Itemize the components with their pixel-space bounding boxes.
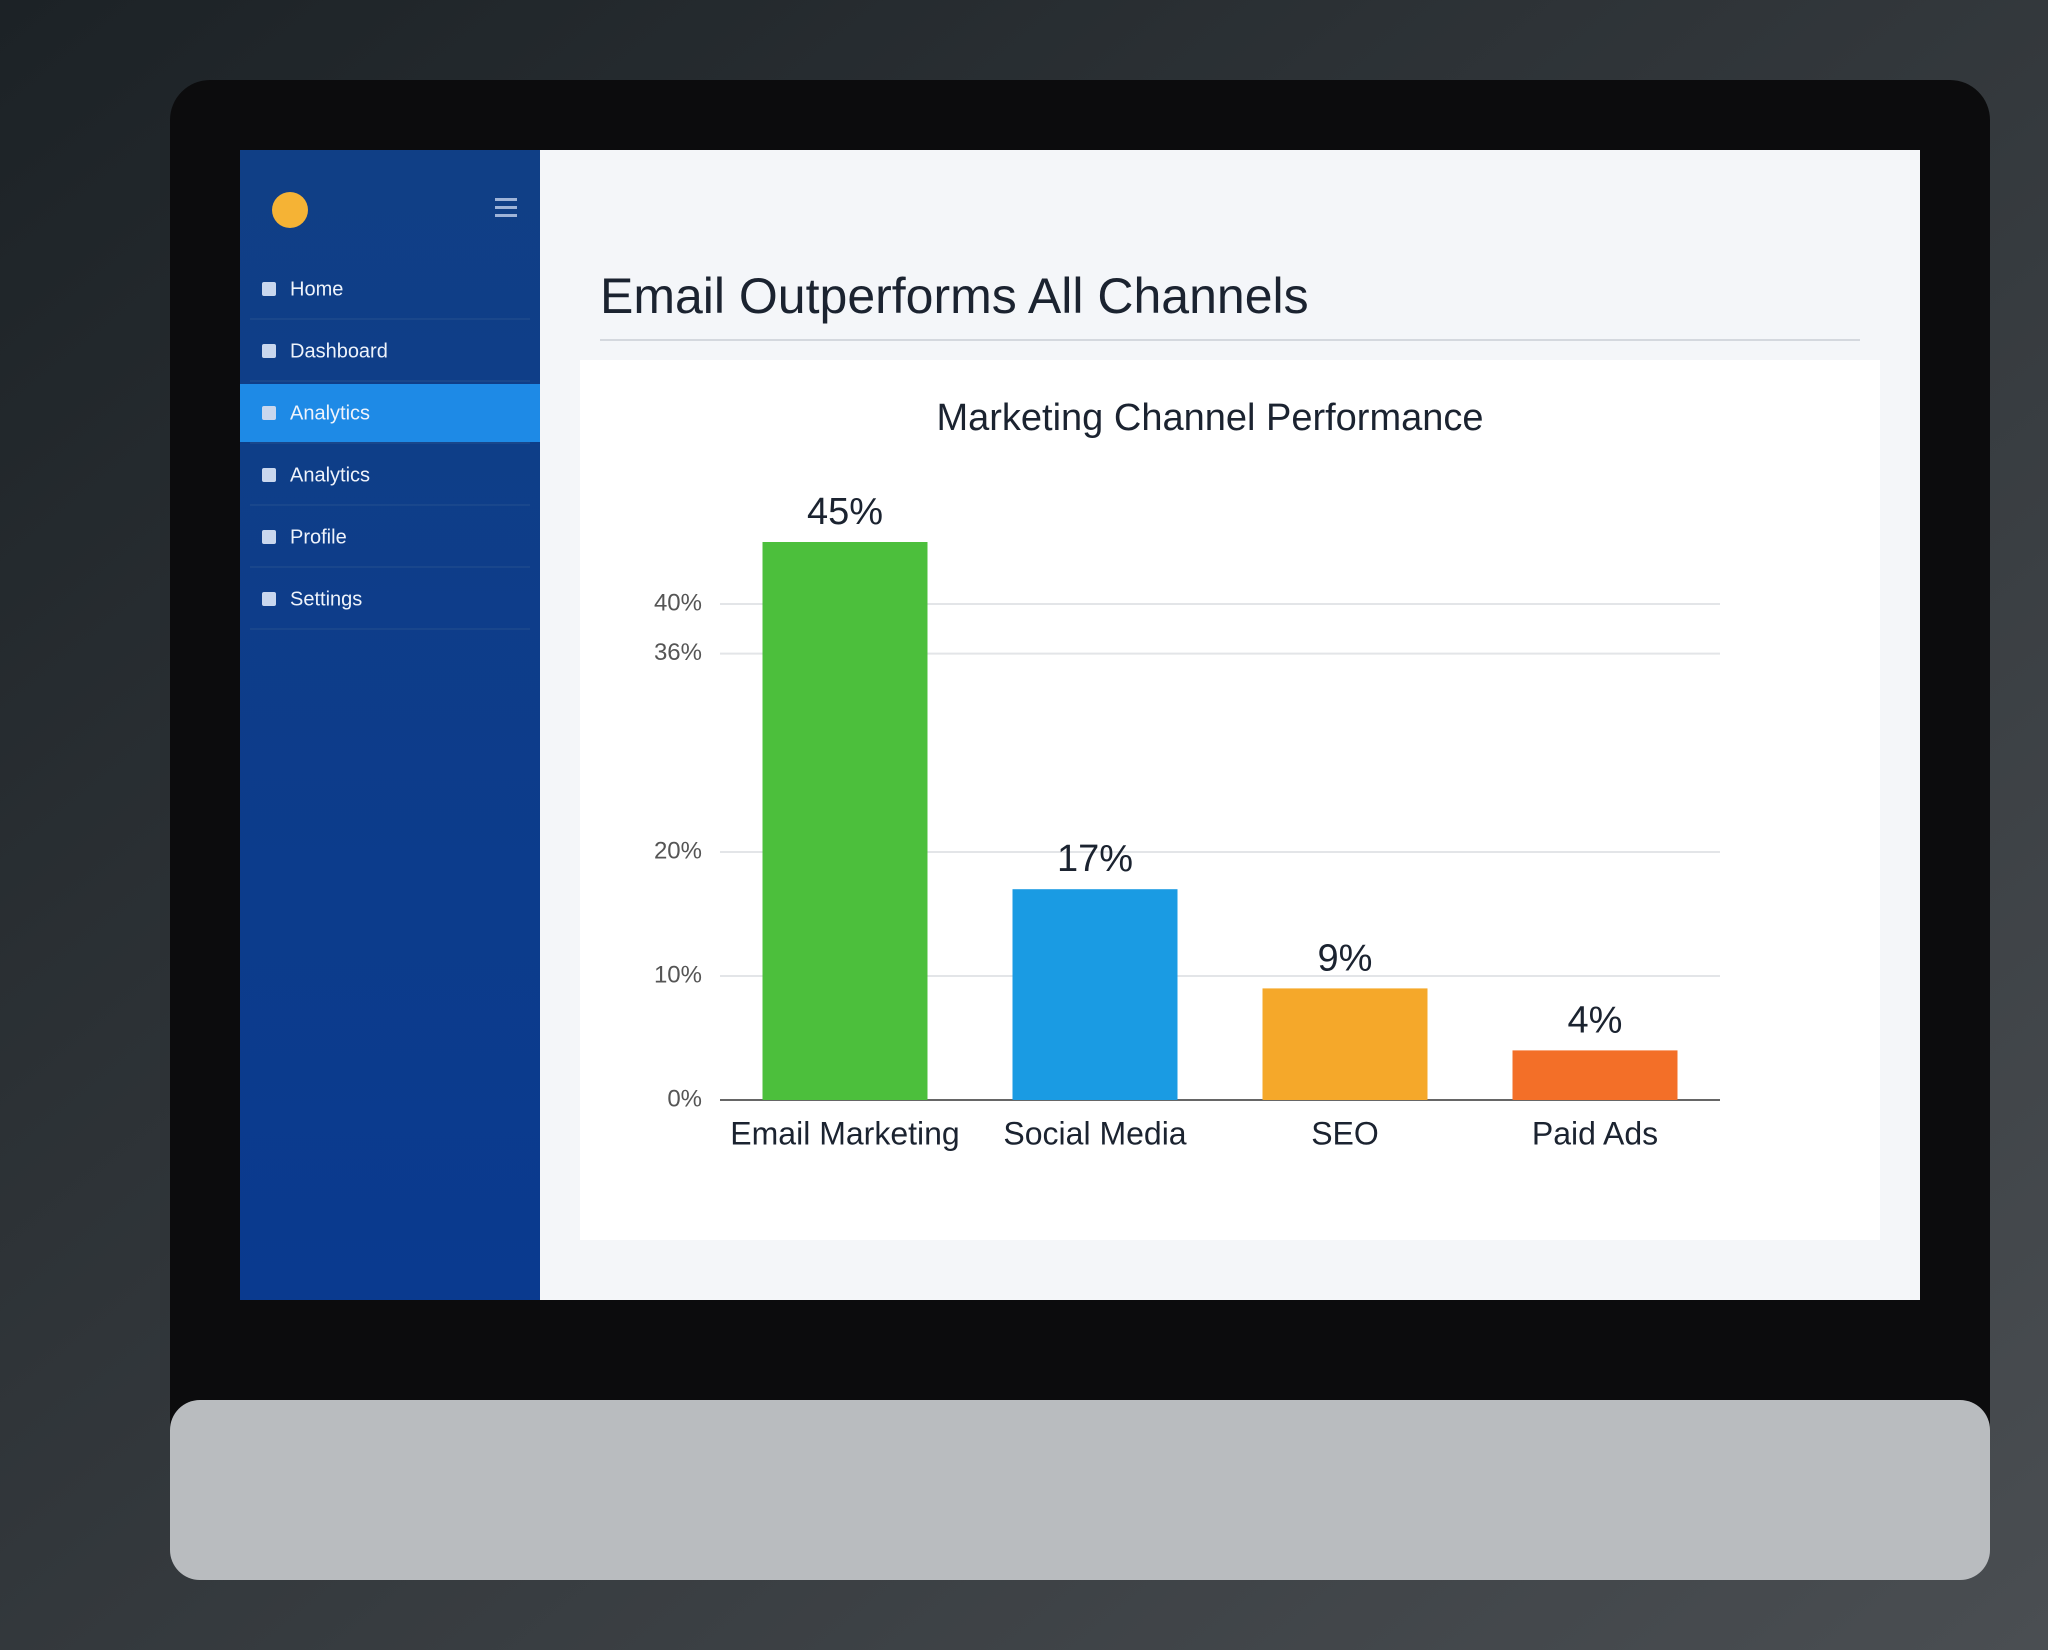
y-tick-label: 36% bbox=[654, 639, 702, 666]
nav-item[interactable]: Profile bbox=[290, 526, 347, 548]
chart-title: Marketing Channel Performance bbox=[936, 397, 1483, 439]
value-label: 4% bbox=[1568, 999, 1623, 1041]
nav-item[interactable]: Settings bbox=[290, 588, 362, 610]
bar bbox=[1012, 889, 1178, 1100]
nav-icon bbox=[262, 592, 276, 606]
page-title: Email Outperforms All Channels bbox=[600, 268, 1309, 324]
nav-icon bbox=[262, 468, 276, 482]
bar bbox=[1512, 1050, 1678, 1100]
nav-item[interactable]: Analytics bbox=[290, 402, 370, 424]
bar bbox=[762, 542, 928, 1100]
sidebar bbox=[240, 150, 540, 1300]
nav-active[interactable] bbox=[240, 384, 540, 442]
nav-item[interactable]: Analytics bbox=[290, 464, 370, 486]
nav-icon bbox=[262, 530, 276, 544]
nav-icon bbox=[262, 406, 276, 420]
x-tick-label: Email Marketing bbox=[730, 1115, 959, 1151]
x-tick-label: Social Media bbox=[1003, 1115, 1186, 1151]
x-tick-label: SEO bbox=[1311, 1115, 1379, 1151]
nav-icon bbox=[262, 282, 276, 296]
logo bbox=[272, 192, 308, 228]
x-tick-label: Paid Ads bbox=[1532, 1115, 1658, 1151]
bar bbox=[1262, 988, 1428, 1100]
value-label: 17% bbox=[1057, 838, 1133, 880]
nav-item[interactable]: Dashboard bbox=[290, 340, 388, 362]
nav-icon bbox=[262, 344, 276, 358]
value-label: 45% bbox=[807, 491, 883, 533]
monitor-chin bbox=[170, 1400, 1990, 1580]
menu-icon[interactable] bbox=[495, 198, 517, 217]
nav-item[interactable]: Home bbox=[290, 278, 343, 300]
y-tick-label: 40% bbox=[654, 589, 702, 616]
y-tick-label: 10% bbox=[654, 961, 702, 988]
y-tick-label: 20% bbox=[654, 837, 702, 864]
value-label: 9% bbox=[1318, 937, 1373, 979]
y-tick-label: 0% bbox=[667, 1085, 702, 1112]
